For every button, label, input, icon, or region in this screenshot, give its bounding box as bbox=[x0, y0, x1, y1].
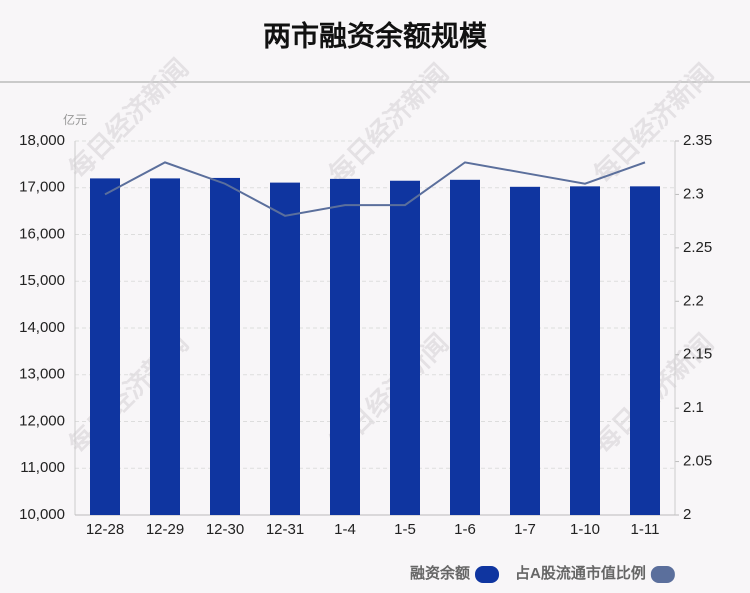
y-tick-label: 17,000 bbox=[19, 179, 65, 196]
y-tick-label: 18,000 bbox=[19, 132, 65, 149]
x-tick-label: 12-31 bbox=[266, 521, 304, 538]
y-tick-label: 13,000 bbox=[19, 366, 65, 383]
bar bbox=[330, 178, 360, 515]
x-tick-label: 1-11 bbox=[631, 521, 660, 538]
bar bbox=[450, 179, 480, 516]
watermark: 每日经济新闻 bbox=[323, 58, 455, 190]
chart-title: 两市融资余额规模 bbox=[263, 19, 488, 51]
y-tick-label: 16,000 bbox=[19, 225, 65, 242]
x-tick-label: 1-6 bbox=[454, 521, 476, 538]
y2-tick-label: 2.35 bbox=[683, 132, 712, 149]
line bbox=[104, 161, 646, 217]
x-tick-label: 1-10 bbox=[570, 521, 600, 538]
y2-tick-label: 2 bbox=[683, 506, 691, 523]
x-tick-label: 1-4 bbox=[334, 521, 356, 538]
x-tick-label: 12-30 bbox=[206, 521, 244, 538]
y2-tick-label: 2.2 bbox=[683, 292, 704, 309]
y2-tick-label: 2.15 bbox=[683, 346, 712, 363]
x-tick-label: 12-29 bbox=[146, 521, 184, 538]
bar bbox=[150, 178, 180, 515]
legend-label: 占A股流通市值比例 bbox=[515, 564, 646, 582]
bar bbox=[630, 186, 660, 515]
bar bbox=[210, 177, 240, 515]
y-tick-label: 11,000 bbox=[20, 459, 65, 476]
x-tick-label: 1-7 bbox=[514, 521, 536, 538]
watermark: 每日经济新闻 bbox=[588, 58, 720, 190]
y2-tick-label: 2.05 bbox=[683, 453, 712, 470]
bar bbox=[570, 186, 600, 515]
y-tick-label: 12,000 bbox=[19, 412, 65, 429]
y-tick-label: 15,000 bbox=[19, 272, 65, 289]
x-tick-label: 1-5 bbox=[394, 521, 416, 538]
bar bbox=[90, 178, 120, 515]
y2-tick-label: 2.3 bbox=[683, 185, 704, 202]
legend-label: 融资余额 bbox=[410, 564, 470, 582]
plot: 10,000 11,000 12,000 13,000 14,000 15,000 16,0… bbox=[19, 132, 712, 538]
legend: 融资余额 占A股流通市值比例 bbox=[410, 564, 675, 583]
y2-tick-label: 2.1 bbox=[683, 399, 704, 416]
x-tick-label: 12-28 bbox=[86, 521, 124, 538]
y-unit: 亿元 bbox=[63, 112, 87, 127]
legend-swatch bbox=[475, 566, 500, 583]
y2-tick-label: 2.25 bbox=[683, 239, 712, 256]
legend-swatch bbox=[650, 566, 675, 583]
bar bbox=[510, 186, 540, 515]
y-tick-label: 10,000 bbox=[19, 506, 65, 523]
bar bbox=[270, 182, 300, 516]
bar bbox=[390, 180, 420, 516]
y-tick-label: 14,000 bbox=[19, 319, 65, 336]
